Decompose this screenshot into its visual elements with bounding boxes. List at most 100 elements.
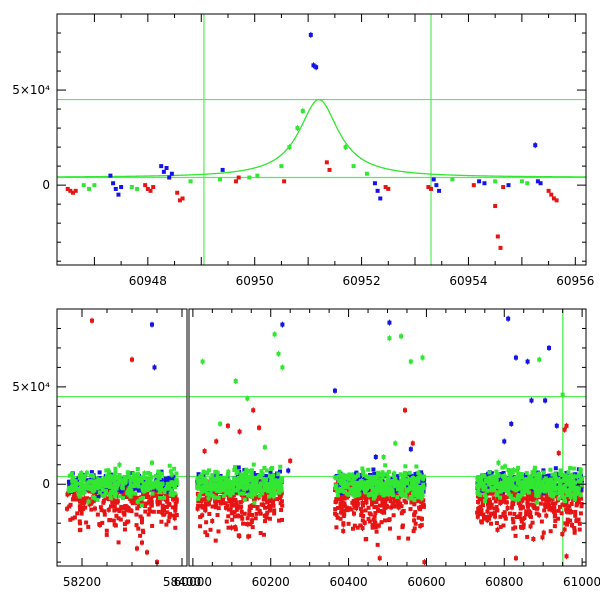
data-point (67, 473, 72, 478)
data-point (104, 486, 109, 491)
data-point (372, 514, 377, 519)
data-point (548, 467, 553, 472)
data-point (145, 550, 149, 555)
data-point (531, 536, 536, 541)
data-point (498, 245, 503, 250)
data-point (77, 494, 82, 499)
data-point (239, 483, 244, 488)
data-point (167, 175, 172, 180)
data-point (528, 502, 533, 507)
data-point (210, 504, 215, 509)
data-point (215, 474, 220, 479)
data-point (262, 513, 267, 518)
data-point (504, 500, 509, 505)
data-point (258, 531, 263, 536)
data-point (335, 506, 340, 510)
data-point (134, 477, 139, 482)
data-point (371, 467, 376, 472)
data-point (128, 497, 133, 502)
data-point (361, 494, 366, 499)
data-point (131, 486, 136, 491)
data-point (267, 494, 271, 499)
data-point (376, 523, 381, 528)
data-point (413, 510, 418, 515)
data-point (522, 516, 527, 520)
data-point (399, 334, 404, 339)
data-point (206, 496, 211, 501)
data-point (383, 500, 388, 505)
data-point (234, 503, 239, 508)
data-point (66, 488, 71, 493)
data-point (200, 497, 205, 502)
data-point (370, 525, 375, 530)
data-point (559, 511, 564, 516)
data-point (100, 520, 105, 525)
data-point (504, 478, 509, 483)
data-point (165, 510, 170, 515)
data-point (280, 322, 285, 327)
data-point (93, 506, 98, 511)
data-point (412, 483, 417, 488)
data-point (481, 516, 486, 521)
data-point (139, 503, 144, 508)
data-point (218, 476, 223, 481)
data-point (112, 504, 117, 509)
data-point (92, 488, 97, 493)
data-point (91, 498, 96, 503)
data-point (214, 503, 219, 508)
data-point (486, 491, 491, 496)
data-point (158, 495, 163, 500)
data-point (198, 514, 203, 519)
data-point (510, 470, 515, 475)
data-point (500, 465, 505, 470)
data-point (378, 196, 383, 201)
data-point (275, 474, 280, 479)
data-point (262, 465, 267, 470)
data-point (230, 491, 235, 496)
data-point (380, 500, 385, 505)
data-point (210, 493, 215, 498)
data-point (525, 484, 530, 489)
data-point (350, 492, 355, 497)
data-point (335, 515, 340, 520)
data-point (390, 502, 395, 507)
data-point (501, 470, 506, 475)
data-point (568, 486, 573, 491)
data-point (376, 470, 381, 475)
data-point (361, 469, 366, 474)
data-point (71, 190, 76, 195)
data-point (536, 471, 541, 476)
data-point (162, 504, 167, 509)
data-point (522, 485, 527, 490)
data-point (485, 485, 490, 490)
data-point (84, 520, 89, 525)
data-point (205, 485, 210, 490)
data-point (75, 497, 80, 502)
data-point (413, 487, 418, 492)
data-point (437, 188, 442, 193)
data-point (505, 489, 510, 494)
data-point (379, 491, 384, 496)
data-point (525, 501, 530, 506)
data-point (139, 516, 144, 521)
data-point (203, 530, 208, 535)
data-point (272, 485, 277, 490)
data-point (514, 486, 519, 491)
data-point (399, 478, 404, 483)
data-point (527, 509, 532, 514)
data-point (253, 516, 258, 521)
data-point (147, 500, 152, 505)
data-point (533, 143, 538, 148)
data-point (198, 524, 203, 529)
data-point (520, 480, 525, 485)
data-point (511, 485, 516, 490)
data-point (83, 483, 88, 488)
data-point (164, 166, 169, 171)
data-point (501, 513, 506, 518)
data-point (267, 483, 272, 487)
data-point (90, 484, 95, 489)
data-point (431, 177, 436, 182)
data-point (545, 480, 550, 485)
data-point (364, 474, 369, 479)
data-point (481, 503, 486, 508)
